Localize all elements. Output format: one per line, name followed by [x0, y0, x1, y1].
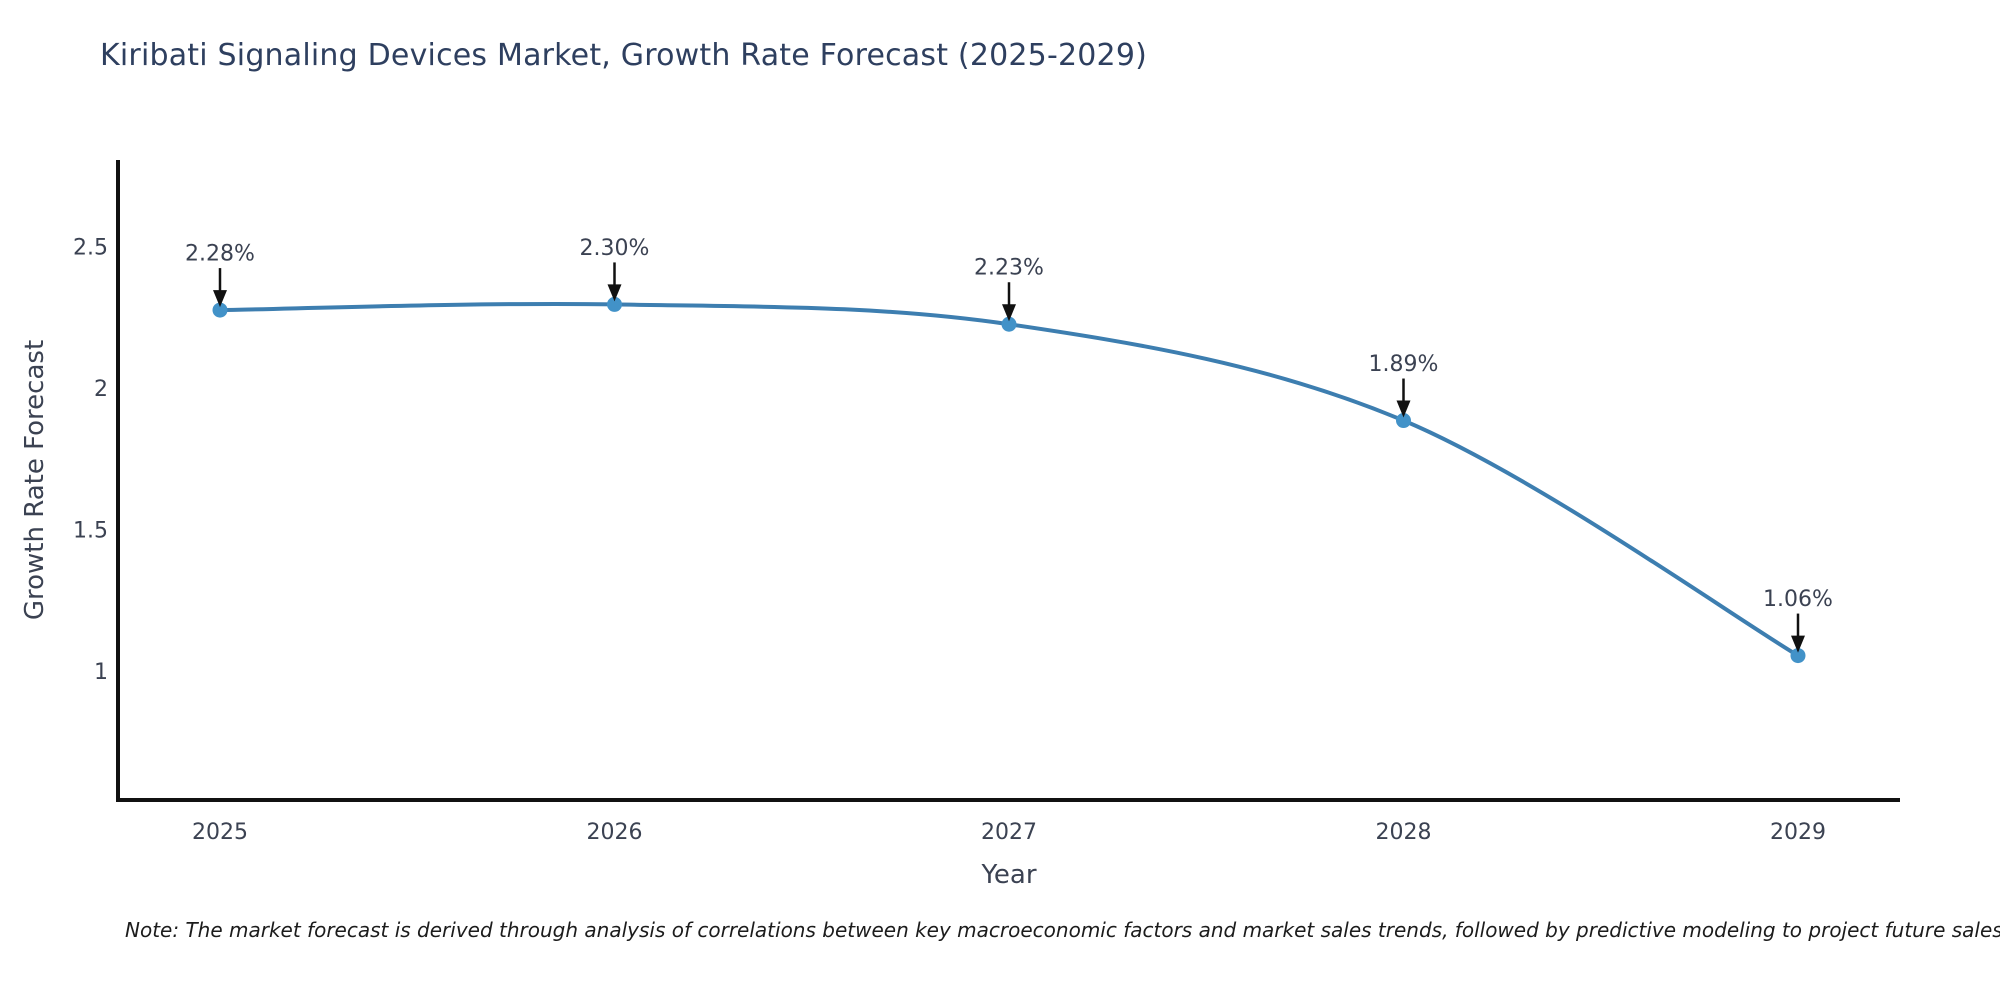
data-point-value-label: 1.89% [1369, 352, 1439, 377]
data-point-marker [212, 302, 228, 318]
annotation-arrowhead-icon [1396, 400, 1411, 418]
data-point-marker [1001, 316, 1017, 332]
y-tick-label: 2 [94, 377, 108, 402]
annotation-arrowhead-icon [213, 290, 227, 308]
forecast-line [218, 301, 1800, 658]
x-axis-title: Year [981, 860, 1037, 890]
data-point-marker [607, 296, 622, 312]
data-point-marker [1396, 413, 1411, 429]
y-tick-label: 1.5 [73, 518, 108, 543]
x-tick-label: 2026 [587, 820, 643, 845]
annotation-arrowhead-icon [607, 284, 622, 302]
y-tick-label: 2.5 [73, 235, 108, 260]
x-tick-label: 2025 [192, 820, 248, 845]
data-point-value-label: 2.28% [185, 242, 255, 267]
data-point-marker [1790, 648, 1806, 664]
annotation-arrowhead-icon [1002, 304, 1016, 322]
data-point-value-label: 2.23% [974, 256, 1044, 281]
x-tick-label: 2029 [1770, 820, 1826, 845]
data-point-value-label: 2.30% [580, 236, 650, 261]
x-tick-label: 2027 [981, 820, 1037, 845]
x-tick-label: 2028 [1376, 820, 1432, 845]
footnote: Note: The market forecast is derived thr… [125, 918, 2000, 942]
data-point-value-label: 1.06% [1763, 587, 1833, 612]
annotation-arrowhead-icon [1791, 635, 1805, 653]
y-tick-label: 1 [94, 660, 108, 685]
chart-title: Kiribati Signaling Devices Market, Growt… [100, 38, 1148, 73]
